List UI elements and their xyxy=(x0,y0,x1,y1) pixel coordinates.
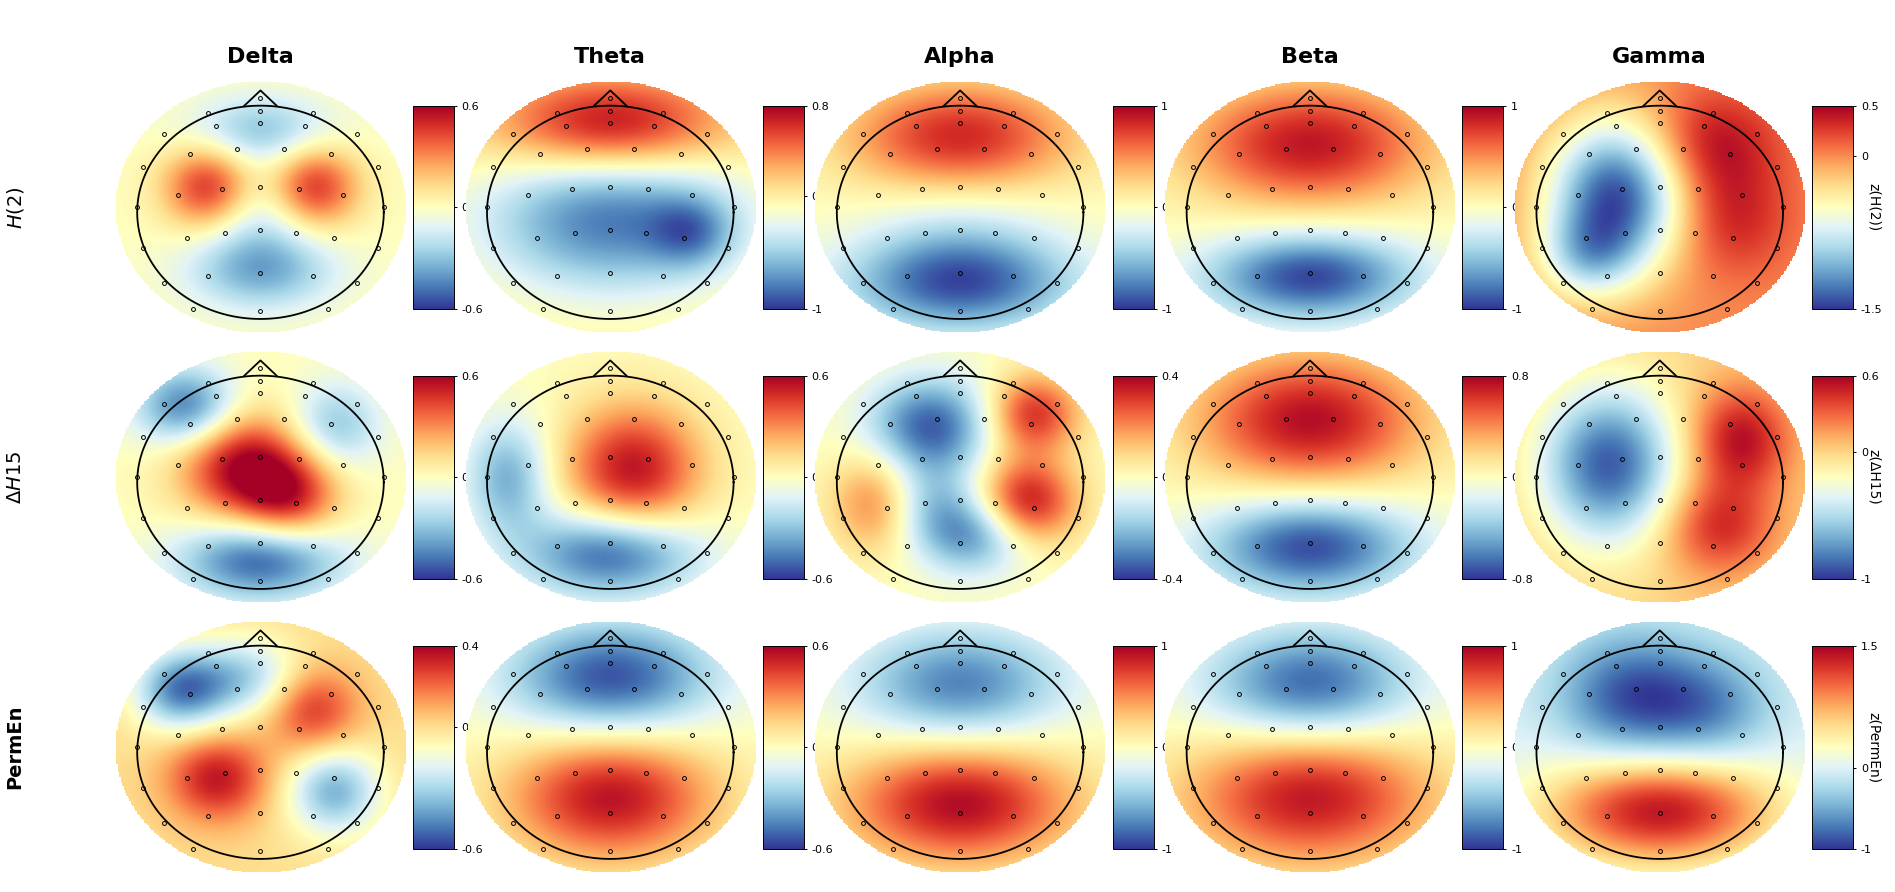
Text: $H(2)$: $H(2)$ xyxy=(4,186,27,228)
Text: z(ΔH15): z(ΔH15) xyxy=(1867,450,1880,505)
Text: Alpha: Alpha xyxy=(925,47,997,67)
Text: $\Delta H15$: $\Delta H15$ xyxy=(6,450,25,504)
Text: Theta: Theta xyxy=(574,47,646,67)
Text: Delta: Delta xyxy=(227,47,294,67)
Text: Beta: Beta xyxy=(1281,47,1338,67)
Text: Gamma: Gamma xyxy=(1613,47,1707,67)
Text: PermEn: PermEn xyxy=(6,705,25,789)
Text: z(H(2)): z(H(2)) xyxy=(1867,183,1880,231)
Text: z(PermEn): z(PermEn) xyxy=(1867,712,1880,783)
